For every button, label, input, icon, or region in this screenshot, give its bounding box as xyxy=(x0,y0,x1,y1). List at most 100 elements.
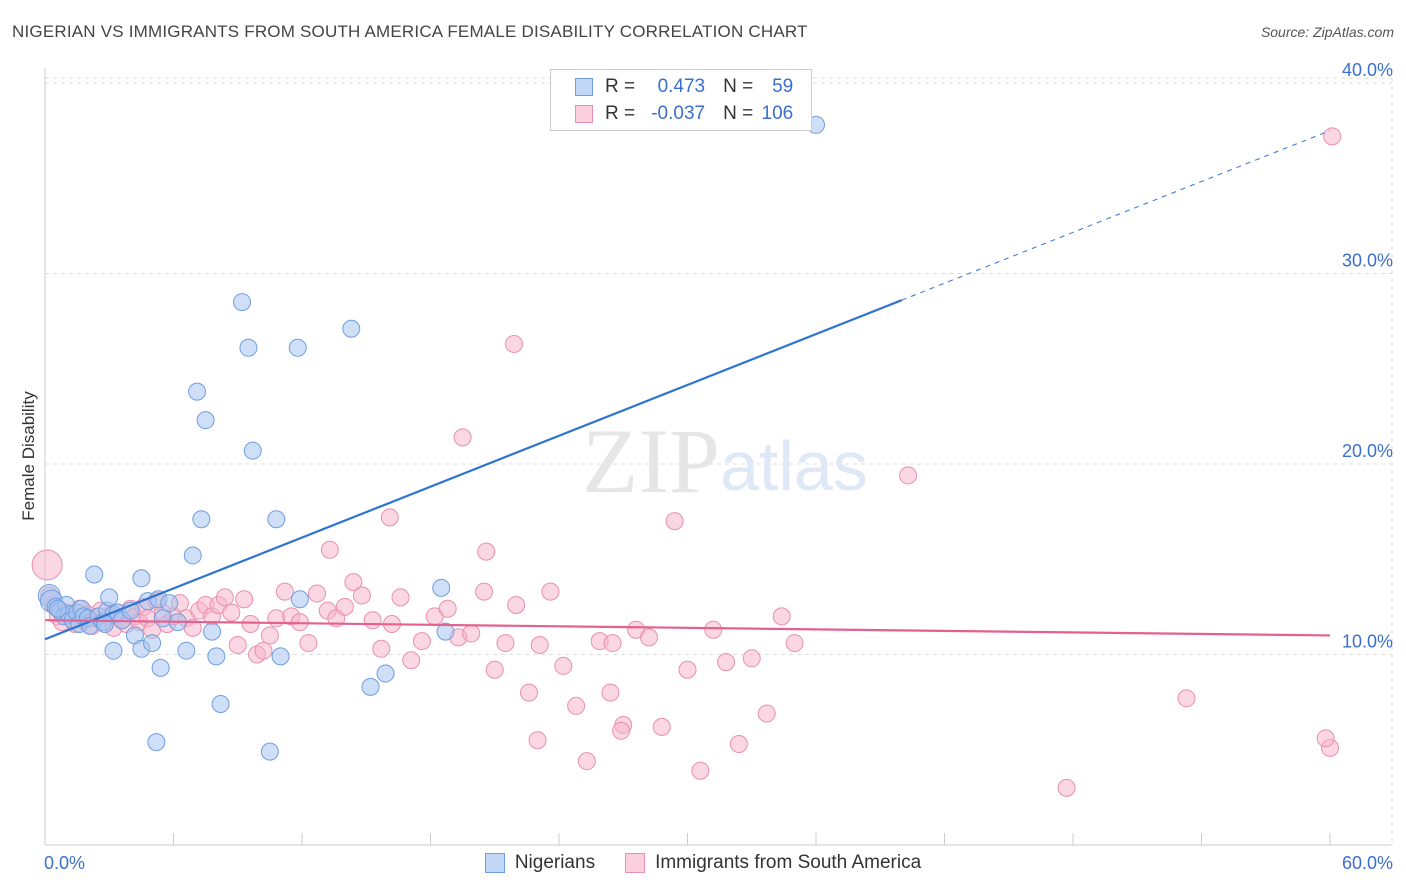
data-point-immigrants xyxy=(438,599,457,618)
data-point-nigerians xyxy=(151,658,170,677)
data-point-immigrants xyxy=(1316,729,1335,748)
data-point-immigrants xyxy=(235,590,254,609)
series1-points xyxy=(37,115,825,761)
data-point-nigerians xyxy=(233,293,252,312)
data-point-immigrants xyxy=(652,717,671,736)
data-point-immigrants xyxy=(485,660,504,679)
data-point-immigrants xyxy=(742,649,761,668)
data-point-nigerians xyxy=(203,622,222,641)
data-point-immigrants xyxy=(1057,778,1076,797)
x-tick-label-min: 0.0% xyxy=(44,853,85,873)
data-point-nigerians xyxy=(196,411,215,430)
y-tick-label: 20.0% xyxy=(1342,441,1393,461)
data-point-nigerians xyxy=(85,565,104,584)
data-point-immigrants xyxy=(344,573,363,592)
trend-line-nigerians xyxy=(44,299,903,641)
chart-title: NIGERIAN VS IMMIGRANTS FROM SOUTH AMERIC… xyxy=(12,22,808,41)
data-point-nigerians xyxy=(153,609,172,628)
watermark-atlas: atlas xyxy=(720,427,868,505)
data-point-immigrants xyxy=(260,626,279,645)
data-point-nigerians xyxy=(183,546,202,565)
data-point-immigrants xyxy=(241,615,260,634)
data-point-immigrants xyxy=(520,683,539,702)
data-point-nigerians xyxy=(267,510,286,529)
data-point-immigrants xyxy=(612,721,631,740)
data-point-nigerians xyxy=(100,588,119,607)
tick-labels: 10.0% 20.0% 30.0% 40.0% 0.0% 60.0% xyxy=(44,60,1393,873)
data-point-nigerians xyxy=(290,590,309,609)
data-point-immigrants xyxy=(222,603,241,622)
data-point-immigrants xyxy=(402,651,421,670)
data-point-immigrants xyxy=(505,334,524,353)
data-point-nigerians xyxy=(207,647,226,666)
data-point-immigrants xyxy=(352,586,371,605)
data-point-immigrants xyxy=(215,588,234,607)
trend-lines xyxy=(44,130,1331,641)
data-point-immigrants xyxy=(477,542,496,561)
data-point-nigerians xyxy=(376,664,395,683)
axes xyxy=(44,68,1392,846)
series2-points xyxy=(31,127,1342,797)
data-point-nigerians xyxy=(271,647,290,666)
data-point-immigrants xyxy=(380,508,399,527)
data-point-nigerians xyxy=(188,382,207,401)
data-point-immigrants xyxy=(601,683,620,702)
data-point-immigrants xyxy=(462,624,481,643)
data-point-nigerians xyxy=(160,594,179,613)
bottom-legend: Nigerians Immigrants from South America xyxy=(0,852,1406,874)
data-point-nigerians xyxy=(143,634,162,653)
data-point-nigerians xyxy=(211,695,230,714)
data-point-immigrants xyxy=(899,466,918,485)
data-point-nigerians xyxy=(239,338,258,357)
data-point-immigrants xyxy=(757,704,776,723)
data-point-immigrants xyxy=(254,641,273,660)
data-point-nigerians xyxy=(177,641,196,660)
data-point-immigrants xyxy=(528,731,547,750)
data-point-immigrants xyxy=(228,635,247,654)
legend-row-series1: R = 0.473 N = 59 xyxy=(575,75,793,99)
immigrants-label: Immigrants from South America xyxy=(655,852,922,873)
data-point-immigrants xyxy=(391,588,410,607)
y-tick-label: 40.0% xyxy=(1342,60,1393,80)
data-point-immigrants xyxy=(729,735,748,754)
data-point-nigerians xyxy=(243,441,262,460)
legend-item-immigrants[interactable]: Immigrants from South America xyxy=(625,852,921,874)
data-point-nigerians xyxy=(48,599,67,618)
y-tick-label: 30.0% xyxy=(1342,251,1393,271)
data-point-immigrants xyxy=(772,607,791,626)
data-point-immigrants xyxy=(307,584,326,603)
data-point-nigerians xyxy=(192,510,211,529)
series2-n-value: 106 xyxy=(761,103,794,124)
nigerians-swatch xyxy=(484,853,505,873)
data-point-immigrants xyxy=(372,639,391,658)
source-label: Source: ZipAtlas.com xyxy=(1260,24,1394,40)
data-point-immigrants xyxy=(507,595,526,614)
series1-r-value: 0.473 xyxy=(657,76,706,97)
data-point-immigrants xyxy=(665,512,684,531)
data-point-nigerians xyxy=(104,641,123,660)
data-point-nigerians xyxy=(288,338,307,357)
data-point-immigrants xyxy=(691,761,710,780)
data-point-nigerians xyxy=(132,569,151,588)
data-point-immigrants xyxy=(530,635,549,654)
data-point-immigrants xyxy=(363,611,382,630)
n-label: N = xyxy=(723,103,754,124)
watermark-zip: ZIP xyxy=(582,410,720,512)
data-point-immigrants xyxy=(320,540,339,559)
data-point-immigrants xyxy=(541,582,560,601)
data-point-immigrants xyxy=(678,660,697,679)
data-point-immigrants xyxy=(554,656,573,675)
data-point-immigrants xyxy=(453,428,472,447)
data-point-immigrants xyxy=(299,634,318,653)
trend-line-nigerians-extension xyxy=(901,130,1331,301)
data-point-immigrants xyxy=(1177,689,1196,708)
data-point-nigerians xyxy=(361,677,380,696)
data-point-immigrants xyxy=(567,696,586,715)
data-point-immigrants xyxy=(1323,127,1342,146)
y-axis-label: Female Disability xyxy=(19,391,38,521)
data-point-immigrants xyxy=(577,752,596,771)
legend-item-nigerians[interactable]: Nigerians xyxy=(484,852,595,874)
data-point-immigrants xyxy=(335,597,354,616)
y-tick-label: 10.0% xyxy=(1342,632,1393,652)
